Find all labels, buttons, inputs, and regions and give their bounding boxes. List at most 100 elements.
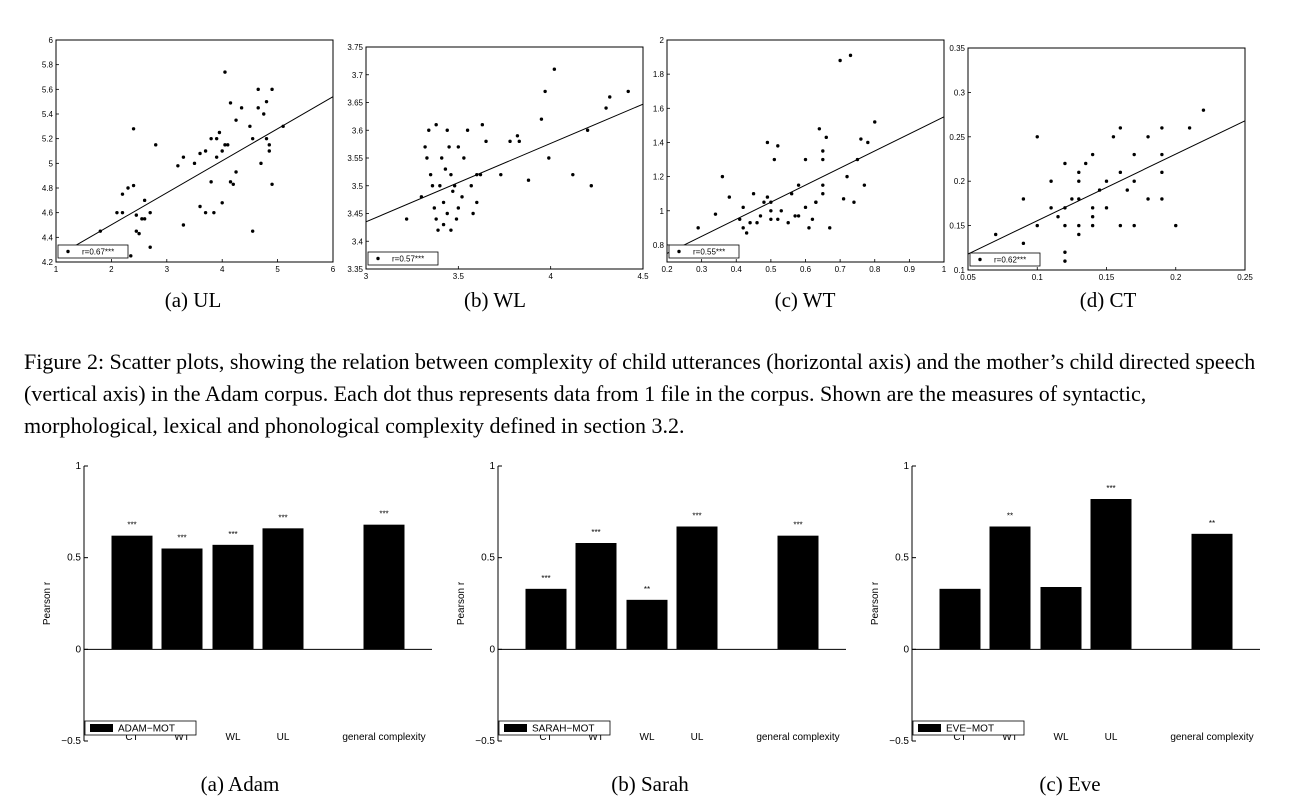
data-point [471, 211, 475, 216]
data-point [432, 206, 437, 210]
significance-label: *** [177, 534, 186, 543]
data-point [821, 183, 825, 187]
data-point [1090, 215, 1095, 219]
data-point [234, 118, 238, 122]
data-point [866, 140, 870, 145]
data-point [1118, 170, 1123, 175]
subcaption-adam: (a) Adam [200, 772, 280, 796]
plot-frame [55, 39, 334, 263]
y-tick-label: 4.8 [42, 184, 54, 193]
legend-box [668, 244, 740, 259]
data-point [456, 145, 461, 149]
y-tick-label: 1.4 [653, 138, 665, 147]
data-point [454, 217, 459, 221]
x-tick-label: 4 [220, 265, 225, 274]
y-tick-label: 0.8 [653, 241, 665, 250]
data-point [430, 184, 435, 188]
data-point [758, 214, 763, 218]
data-point [137, 231, 141, 236]
category-label: general complexity [1170, 732, 1253, 743]
y-tick-label: 1 [903, 461, 909, 472]
data-point [765, 140, 770, 145]
data-point [1090, 206, 1095, 210]
data-point [478, 172, 483, 177]
data-point [1160, 197, 1164, 201]
x-tick-label: 5 [275, 265, 280, 274]
x-tick-label: 3 [364, 272, 369, 281]
data-point [1111, 135, 1116, 139]
data-point [248, 124, 252, 129]
data-point [821, 149, 825, 153]
data-point [1146, 197, 1150, 201]
bar [525, 588, 567, 650]
y-tick-label: 5.6 [42, 85, 54, 94]
y-tick-label: 4.4 [42, 233, 54, 242]
subcaption-sarah: (b) Sarah [611, 772, 689, 796]
bar-chart-adam: −0.5 0 0.5 1 Pearson r *** CT *** WT *** WL *** UL **… [40, 460, 440, 760]
legend-swatch [504, 724, 527, 732]
data-point [203, 149, 208, 153]
data-point [176, 164, 180, 168]
y-tick-label: −0.5 [475, 736, 495, 747]
bar [626, 599, 668, 650]
legend-swatch [90, 724, 113, 732]
data-point [1097, 188, 1102, 192]
data-point [1160, 126, 1164, 130]
bar [363, 524, 405, 650]
data-point [762, 200, 766, 204]
data-point [264, 136, 269, 141]
data-point [755, 221, 759, 225]
data-point [129, 254, 133, 258]
category-label: CT [953, 732, 966, 743]
y-axis-label: Pearson r [870, 581, 881, 625]
data-point [209, 136, 213, 141]
data-point [445, 128, 449, 132]
data-point [873, 120, 877, 124]
y-tick-label: 3.7 [352, 71, 364, 80]
subcaption-ct: (d) CT [1079, 288, 1137, 312]
data-point [515, 134, 520, 138]
x-tick-label: 0.3 [696, 265, 708, 274]
data-point [465, 128, 470, 132]
data-point [452, 184, 457, 188]
category-label: UL [277, 732, 290, 743]
bar-chart-sarah: −0.5 0 0.5 1 Pearson r *** CT *** WT ** WL *** UL ***… [454, 460, 854, 760]
data-point [441, 222, 446, 227]
data-point [751, 191, 756, 196]
data-point [604, 106, 608, 110]
data-point [480, 123, 485, 127]
data-point [267, 149, 271, 153]
legend-label: ADAM−MOT [118, 724, 175, 735]
y-tick-label: 4.6 [42, 209, 54, 218]
data-point [841, 197, 846, 201]
data-point [443, 167, 448, 171]
data-point [148, 210, 152, 215]
data-point [154, 143, 158, 147]
legend-swatch [918, 724, 941, 732]
subcaption-wt: (c) WT [774, 288, 836, 312]
data-point [539, 117, 544, 121]
data-point [438, 184, 442, 188]
data-point [264, 99, 269, 104]
data-point [226, 143, 230, 147]
data-point [585, 128, 590, 132]
y-tick-label: 3.75 [347, 43, 363, 52]
y-tick-label: 3.6 [352, 126, 364, 135]
data-point [727, 195, 732, 199]
data-point [231, 182, 235, 186]
legend-marker [978, 257, 982, 262]
x-tick-label: 0.6 [800, 265, 812, 274]
data-point [1090, 152, 1095, 157]
data-point [425, 156, 429, 160]
y-tick-label: 4.2 [42, 258, 54, 267]
data-point [803, 205, 808, 210]
bar [1191, 533, 1233, 650]
data-point [517, 139, 521, 144]
data-point [134, 213, 139, 217]
data-point [1049, 206, 1053, 210]
plot-frame [967, 47, 1246, 271]
data-point [98, 229, 103, 233]
y-tick-label: 0.5 [895, 553, 909, 564]
legend-box [367, 251, 439, 266]
data-point [779, 209, 783, 213]
